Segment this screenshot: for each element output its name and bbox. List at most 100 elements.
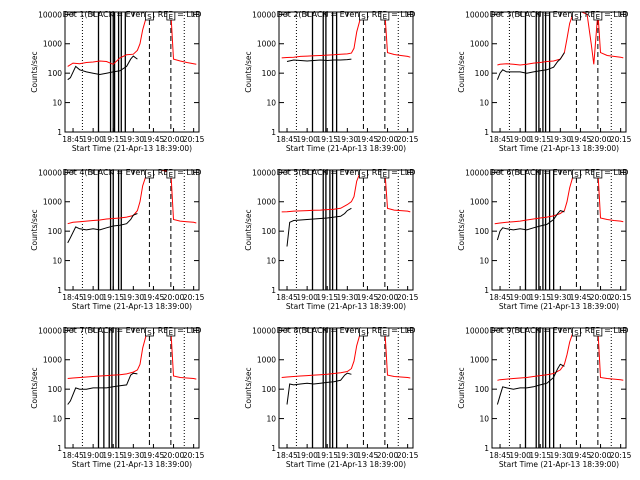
x-tick-label: 19:30 bbox=[123, 293, 145, 302]
events-series-line bbox=[496, 363, 565, 405]
x-tick-label: 20:15 bbox=[183, 451, 205, 460]
x-tick-label: 18:45 bbox=[489, 135, 511, 144]
events-series-line bbox=[286, 372, 352, 405]
marker-label: E bbox=[596, 171, 600, 179]
marker-box bbox=[166, 327, 176, 337]
x-tick-label: 20:00 bbox=[590, 293, 612, 302]
y-tick-label: 100 bbox=[48, 69, 63, 78]
x-tick-label: 18:45 bbox=[62, 293, 84, 302]
x-tick-label: 19:00 bbox=[296, 135, 318, 144]
x-tick-label: 19:15 bbox=[316, 135, 338, 144]
x-axis-label: Start Time (21-Apr-13 18:39:00) bbox=[286, 460, 406, 469]
x-tick-label: 20:15 bbox=[397, 135, 419, 144]
x-tick-label: 20:00 bbox=[377, 293, 399, 302]
x-tick-label: 19:30 bbox=[550, 293, 572, 302]
x-tick-label: 20:00 bbox=[590, 451, 612, 460]
x-tick-label: 19:30 bbox=[337, 293, 359, 302]
marker-label: S bbox=[574, 13, 579, 21]
y-axis-label: Counts/sec bbox=[30, 367, 39, 408]
x-axis-label: Start Time (21-Apr-13 18:39:00) bbox=[286, 144, 406, 153]
marker-label: S bbox=[574, 329, 579, 337]
x-tick-label: 19:45 bbox=[143, 293, 165, 302]
lld-series-line bbox=[67, 169, 197, 225]
lld-series-line bbox=[281, 327, 411, 379]
x-tick-label: 20:00 bbox=[377, 451, 399, 460]
y-tick-label: 1 bbox=[57, 286, 62, 295]
marker-box bbox=[572, 327, 581, 337]
marker-box bbox=[593, 327, 603, 337]
x-tick-label: 19:15 bbox=[316, 451, 338, 460]
y-axis-label: Counts/sec bbox=[244, 51, 253, 92]
y-tick-label: 100 bbox=[262, 69, 277, 78]
y-tick-label: 100 bbox=[262, 227, 277, 236]
marker-box bbox=[380, 169, 390, 179]
marker-label: E bbox=[383, 171, 387, 179]
y-tick-label: 10000 bbox=[465, 10, 489, 19]
marker-box bbox=[145, 327, 154, 337]
plot-frame bbox=[491, 11, 627, 133]
y-axis-label: Counts/sec bbox=[457, 209, 466, 250]
marker-label: S bbox=[361, 329, 366, 337]
plot-frame bbox=[491, 169, 627, 291]
x-tick-label: 18:45 bbox=[489, 293, 511, 302]
marker-box bbox=[359, 169, 368, 179]
marker-label: S bbox=[361, 13, 366, 21]
y-tick-label: 1 bbox=[484, 128, 489, 137]
plot-frame bbox=[278, 11, 414, 133]
marker-box bbox=[359, 11, 368, 21]
marker-label: E bbox=[383, 329, 387, 337]
x-tick-label: 19:45 bbox=[570, 293, 592, 302]
x-tick-label: 19:00 bbox=[296, 293, 318, 302]
x-tick-label: 19:00 bbox=[82, 451, 104, 460]
y-tick-label: 1 bbox=[57, 444, 62, 453]
x-tick-label: 19:15 bbox=[529, 451, 551, 460]
x-tick-label: 19:30 bbox=[123, 451, 145, 460]
y-tick-label: 1000 bbox=[43, 356, 62, 365]
lld-series-line bbox=[494, 169, 624, 225]
x-tick-label: 20:15 bbox=[183, 293, 205, 302]
panel-det-6: 1 10 100 1000 10000 18:4519:0019:1519:3019:45… bbox=[457, 168, 632, 311]
y-tick-label: 1000 bbox=[470, 356, 489, 365]
panel-title: Det 3(BLACK = Events, RED = LLD bbox=[490, 10, 629, 19]
panel-title: Det 5(BLACK = Events, RED = LLD bbox=[277, 168, 416, 177]
plot-frame bbox=[491, 327, 627, 449]
x-tick-label: 18:45 bbox=[62, 135, 84, 144]
x-tick-label: 18:45 bbox=[489, 451, 511, 460]
x-axis-label: Start Time (21-Apr-13 18:39:00) bbox=[499, 144, 619, 153]
x-tick-label: 19:45 bbox=[143, 135, 165, 144]
x-tick-label: 20:00 bbox=[590, 135, 612, 144]
marker-label: E bbox=[596, 13, 600, 21]
y-tick-label: 100 bbox=[475, 385, 490, 394]
y-tick-label: 1000 bbox=[470, 40, 489, 49]
x-tick-label: 19:15 bbox=[529, 293, 551, 302]
y-axis-label: Counts/sec bbox=[457, 51, 466, 92]
x-axis-label: Start Time (21-Apr-13 18:39:00) bbox=[72, 144, 192, 153]
y-tick-label: 10000 bbox=[465, 168, 489, 177]
y-tick-label: 1 bbox=[271, 128, 276, 137]
marker-label: S bbox=[574, 171, 579, 179]
x-tick-label: 20:00 bbox=[163, 293, 185, 302]
x-tick-label: 19:45 bbox=[357, 451, 379, 460]
marker-label: E bbox=[383, 13, 387, 21]
y-tick-label: 10000 bbox=[465, 326, 489, 335]
marker-label: E bbox=[169, 171, 173, 179]
y-axis-label: Counts/sec bbox=[30, 209, 39, 250]
y-tick-label: 1 bbox=[484, 286, 489, 295]
x-tick-label: 20:15 bbox=[183, 135, 205, 144]
y-axis-label: Counts/sec bbox=[244, 209, 253, 250]
panel-title: Det 8(BLACK = Events, RED = LLD bbox=[277, 326, 416, 335]
x-tick-label: 19:00 bbox=[509, 451, 531, 460]
marker-box bbox=[593, 11, 603, 21]
marker-box bbox=[572, 169, 581, 179]
marker-box bbox=[145, 11, 154, 21]
panel-title: Det 7(BLACK = Events, RED = LLD bbox=[63, 326, 202, 335]
x-tick-label: 19:45 bbox=[357, 293, 379, 302]
x-tick-label: 20:15 bbox=[610, 293, 632, 302]
panel-title: Det 6(BLACK = Events, RED = LLD bbox=[490, 168, 629, 177]
lld-series-line bbox=[67, 11, 197, 67]
marker-label: E bbox=[169, 329, 173, 337]
y-tick-label: 10000 bbox=[38, 326, 62, 335]
x-tick-label: 20:00 bbox=[163, 135, 185, 144]
x-tick-label: 19:30 bbox=[123, 135, 145, 144]
